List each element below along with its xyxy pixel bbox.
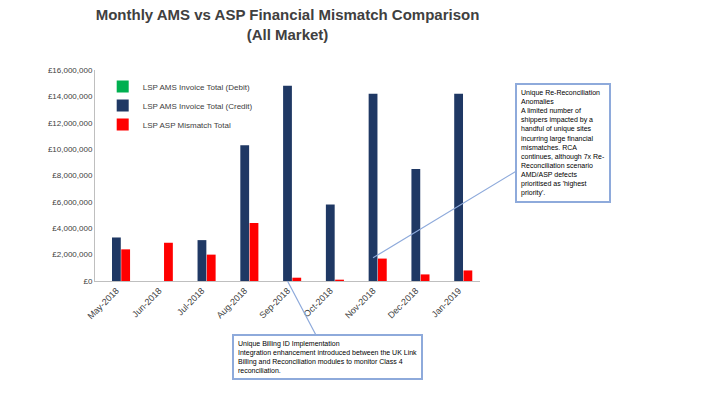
svg-text:£10,000,000: £10,000,000 bbox=[48, 145, 93, 154]
svg-text:£16,000,000: £16,000,000 bbox=[48, 66, 93, 75]
svg-text:Jul-2018: Jul-2018 bbox=[175, 286, 206, 317]
svg-text:£2,000,000: £2,000,000 bbox=[52, 250, 93, 259]
svg-text:Jun-2018: Jun-2018 bbox=[130, 286, 164, 320]
svg-text:Dec-2018: Dec-2018 bbox=[386, 286, 421, 321]
svg-text:£12,000,000: £12,000,000 bbox=[48, 119, 93, 128]
svg-text:Sep-2018: Sep-2018 bbox=[257, 286, 292, 321]
svg-text:Unique Billing ID Implementati: Unique Billing ID ImplementationIntegrat… bbox=[238, 340, 417, 374]
svg-text:Aug-2018: Aug-2018 bbox=[215, 286, 250, 321]
svg-text:£6,000,000: £6,000,000 bbox=[52, 198, 93, 207]
svg-text:LSP AMS Invoice Total (Credit): LSP AMS Invoice Total (Credit) bbox=[143, 102, 253, 111]
svg-text:£8,000,000: £8,000,000 bbox=[52, 171, 93, 180]
svg-text:Unique Re-ReconciliationAnomal: Unique Re-ReconciliationAnomaliesA limit… bbox=[521, 89, 605, 197]
svg-text:Oct-2018: Oct-2018 bbox=[302, 286, 335, 319]
svg-text:Nov-2018: Nov-2018 bbox=[343, 286, 378, 321]
svg-text:LSP ASP Mismatch Total: LSP ASP Mismatch Total bbox=[143, 121, 231, 130]
svg-text:£4,000,000: £4,000,000 bbox=[52, 224, 93, 233]
svg-text:LSP AMS Invoice Total (Debit): LSP AMS Invoice Total (Debit) bbox=[143, 83, 250, 92]
svg-text:May-2018: May-2018 bbox=[86, 286, 121, 321]
svg-text:£0: £0 bbox=[83, 277, 92, 286]
svg-text:Monthly AMS vs ASP Financial M: Monthly AMS vs ASP Financial Mismatch Co… bbox=[96, 6, 480, 43]
svg-text:£14,000,000: £14,000,000 bbox=[48, 92, 93, 101]
svg-text:Jan-2019: Jan-2019 bbox=[430, 286, 464, 320]
